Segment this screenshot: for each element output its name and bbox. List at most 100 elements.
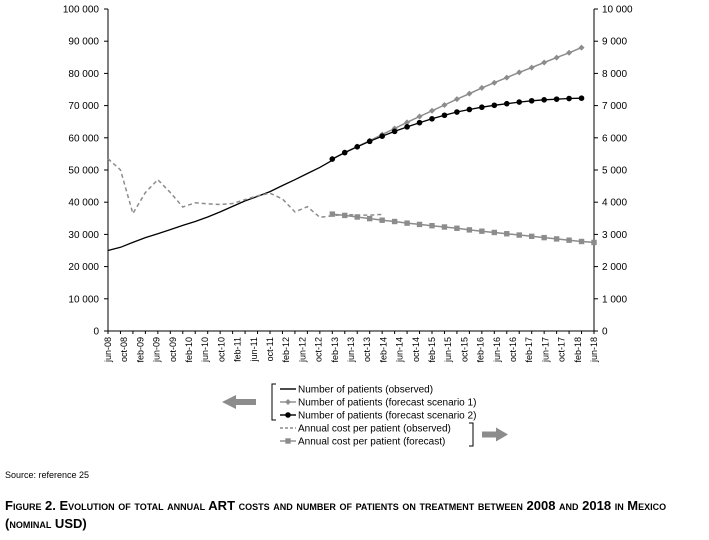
x-axis-tick-label: jun-11 <box>249 337 259 362</box>
data-point-diamond <box>441 101 448 108</box>
right-axis-tick-label: 3 000 <box>602 230 627 241</box>
right-axis-tick-label: 6 000 <box>602 133 627 144</box>
x-axis-tick-label: feb-16 <box>476 337 486 363</box>
x-axis-tick-label: jun-09 <box>152 337 162 363</box>
legend-marker-square <box>285 438 291 444</box>
x-axis-tick-label: feb-17 <box>524 337 534 363</box>
series-line-number-of-patients-observed <box>107 159 333 252</box>
legend-label: Number of patients (forecast scenario 2) <box>298 411 476 422</box>
x-axis-tick-label: oct-14 <box>411 337 421 362</box>
data-point-square <box>541 234 547 241</box>
right-arrow-shaft <box>482 431 498 438</box>
right-axis-tick-label: 4 000 <box>602 198 627 209</box>
data-point-circle <box>541 97 547 103</box>
right-axis-tick-label: 9 000 <box>602 37 627 48</box>
data-point-square <box>566 237 572 243</box>
data-point-diamond <box>566 49 573 56</box>
data-point-diamond <box>528 64 535 71</box>
x-axis-tick-label: oct-11 <box>265 337 275 361</box>
series-line-annual-cost-per-patient-forecast <box>332 213 595 244</box>
data-point-circle <box>366 138 373 145</box>
data-point-diamond <box>516 69 523 76</box>
data-point-circle <box>391 128 398 135</box>
data-point-square <box>516 232 522 238</box>
left-arrow-shaft <box>236 399 256 405</box>
x-axis-tick-label: oct-10 <box>216 337 226 362</box>
x-axis-tick-label: oct-17 <box>557 337 567 362</box>
data-point-circle <box>441 112 448 119</box>
data-point-circle <box>341 149 348 156</box>
data-point-square <box>379 217 385 223</box>
x-axis-tick-label: feb-13 <box>330 337 340 363</box>
figure-caption: Figure 2. Evolution of total annual ART … <box>5 498 667 531</box>
x-axis-tick-label: jun-08 <box>103 337 113 363</box>
data-point-diamond <box>466 90 473 97</box>
chart-figure: 0 10 000 20 000 30 000 40 000 50 000 60 000 70 … <box>63 5 633 448</box>
legend-marker-circle <box>285 412 291 418</box>
data-point-circle <box>553 96 560 102</box>
source-note: Source: reference 25 <box>5 470 90 480</box>
left-axis-tick-label: 60 000 <box>68 133 99 144</box>
x-axis-tick-label: feb-12 <box>281 337 291 363</box>
data-point-circle <box>491 102 498 109</box>
right-axis-tick-label: 10 000 <box>602 5 633 16</box>
data-point-circle <box>516 99 523 105</box>
x-axis-tick-label: jun-17 <box>540 337 550 363</box>
left-axis-tick-label: 90 000 <box>68 37 99 48</box>
right-arrow-icon <box>496 427 508 442</box>
x-axis-tick-label: jun-10 <box>200 337 210 363</box>
legend-label: Number of patients (observed) <box>298 385 433 396</box>
x-axis-tick-label: oct-16 <box>508 337 518 362</box>
data-point-square <box>416 221 423 228</box>
right-axis-tick-label: 5 000 <box>602 166 627 177</box>
left-axis-tick-label: 100 000 <box>63 5 100 16</box>
legend-label: Annual cost per patient (observed) <box>298 424 451 435</box>
x-axis-tick-label: feb-10 <box>184 337 194 363</box>
series-number-of-patients-forecast-scenario-2 <box>329 95 585 162</box>
data-point-square <box>591 239 597 246</box>
right-axis-group-bracket <box>469 422 474 447</box>
data-point-diamond <box>478 84 485 91</box>
data-point-circle <box>503 100 510 107</box>
series-number-of-patients-forecast-scenario-1 <box>329 44 585 163</box>
data-point-square <box>441 224 448 230</box>
x-axis-tick-label: feb-11 <box>233 337 243 362</box>
data-point-circle <box>454 109 460 115</box>
data-point-circle <box>329 156 336 162</box>
data-point-square <box>429 223 435 229</box>
data-point-diamond <box>416 113 423 120</box>
data-point-square <box>391 218 398 225</box>
data-point-diamond <box>578 44 585 51</box>
series-line-annual-cost-per-patient-observed <box>107 158 383 219</box>
right-axis-tick-label: 1 000 <box>602 294 627 305</box>
left-axis-tick-label: 10 000 <box>68 294 99 305</box>
x-axis-tick-label: oct-13 <box>362 337 372 362</box>
data-point-diamond <box>553 54 560 61</box>
x-axis-tick-label: oct-08 <box>119 337 129 362</box>
data-point-circle <box>466 106 473 113</box>
data-point-square <box>578 238 585 245</box>
data-point-square <box>466 227 473 233</box>
x-axis-tick-label: jun-12 <box>297 337 307 363</box>
left-arrow-icon <box>222 395 236 409</box>
data-point-square <box>553 236 560 242</box>
data-point-diamond <box>404 119 411 126</box>
series-annual-cost-per-patient-observed <box>107 158 383 219</box>
data-point-square <box>329 211 336 217</box>
x-axis-tick-label: jun-14 <box>395 337 405 363</box>
legend-marker-diamond <box>285 399 291 405</box>
series-annual-cost-per-patient-forecast <box>329 211 597 246</box>
data-point-circle <box>566 95 572 102</box>
data-point-circle <box>354 144 361 150</box>
data-point-circle <box>528 97 535 104</box>
right-axis-tick-label: 8 000 <box>602 69 627 80</box>
data-point-diamond <box>503 74 510 81</box>
left-axis-tick-label: 70 000 <box>68 101 99 112</box>
left-axis-tick-label: 50 000 <box>68 166 99 177</box>
legend-brackets <box>271 383 474 447</box>
data-point-circle <box>479 104 485 111</box>
data-point-square <box>404 220 410 226</box>
left-axis-tick-label: 20 000 <box>68 262 99 273</box>
left-axis-tick-label: 30 000 <box>68 230 99 241</box>
data-point-square <box>504 231 510 237</box>
